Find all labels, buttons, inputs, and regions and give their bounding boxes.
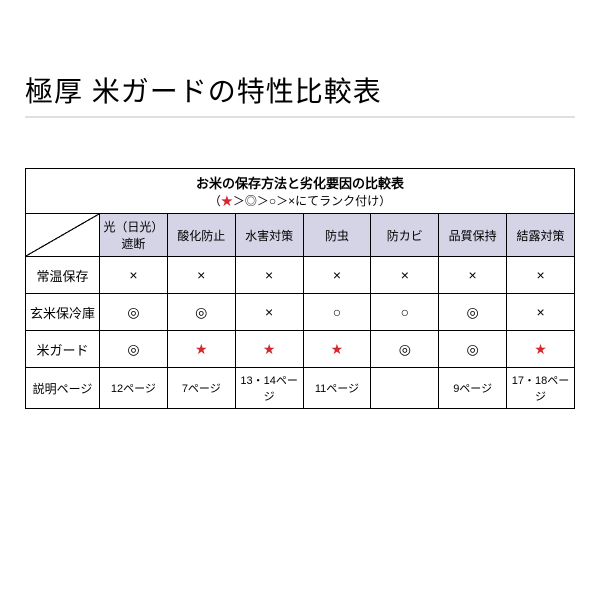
cell: × xyxy=(235,257,303,294)
table-row: 常温保存 × × × × × × × xyxy=(26,257,575,294)
mark-double-circle: ◎ xyxy=(467,304,479,320)
mark-x: × xyxy=(536,267,544,283)
caption-sub-prefix: （ xyxy=(209,194,221,208)
mark-double-circle: ◎ xyxy=(127,304,139,320)
col-header: 酸化防止 xyxy=(167,214,235,257)
col-header: 結露対策 xyxy=(507,214,575,257)
mark-x: × xyxy=(265,304,273,320)
header-row: 光（日光）遮断 酸化防止 水害対策 防虫 防カビ 品質保持 結露対策 xyxy=(26,214,575,257)
cell: ◎ xyxy=(100,294,168,331)
footer-row: 説明ページ 12ページ 7ページ 13・14ページ 11ページ 9ページ 17・… xyxy=(26,368,575,409)
col-header: 防虫 xyxy=(303,214,371,257)
mark-circle: ○ xyxy=(401,304,409,320)
diagonal-corner xyxy=(26,214,100,257)
mark-x: × xyxy=(333,267,341,283)
mark-x: × xyxy=(197,267,205,283)
star-icon: ★ xyxy=(534,341,547,357)
comparison-table: お米の保存方法と劣化要因の比較表 （★＞◎＞○＞×にてランク付け） 光（日光）遮… xyxy=(25,168,575,409)
col-header: 防カビ xyxy=(371,214,439,257)
cell: × xyxy=(507,294,575,331)
cell: ★ xyxy=(507,331,575,368)
table-row: 玄米保冷庫 ◎ ◎ × ○ ○ ◎ × xyxy=(26,294,575,331)
cell: × xyxy=(167,257,235,294)
cell: × xyxy=(439,257,507,294)
footer-cell: 17・18ページ xyxy=(507,368,575,409)
cell: ◎ xyxy=(439,294,507,331)
col-header: 光（日光）遮断 xyxy=(100,214,168,257)
footer-cell: 13・14ページ xyxy=(235,368,303,409)
cell: × xyxy=(507,257,575,294)
mark-x: × xyxy=(536,304,544,320)
row-label: 米ガード xyxy=(26,331,100,368)
cell: ★ xyxy=(235,331,303,368)
caption-row: お米の保存方法と劣化要因の比較表 （★＞◎＞○＞×にてランク付け） xyxy=(26,169,575,214)
row-label: 玄米保冷庫 xyxy=(26,294,100,331)
star-icon: ★ xyxy=(195,341,208,357)
footer-cell: 9ページ xyxy=(439,368,507,409)
mark-x: × xyxy=(265,267,273,283)
page-title: 極厚 米ガードの特性比較表 xyxy=(25,70,575,118)
mark-double-circle: ◎ xyxy=(467,341,479,357)
table-caption: お米の保存方法と劣化要因の比較表 （★＞◎＞○＞×にてランク付け） xyxy=(26,169,575,214)
footer-cell xyxy=(371,368,439,409)
table-row: 米ガード ◎ ★ ★ ★ ◎ ◎ ★ xyxy=(26,331,575,368)
footer-cell: 7ページ xyxy=(167,368,235,409)
cell: × xyxy=(371,257,439,294)
cell: × xyxy=(303,257,371,294)
star-icon: ★ xyxy=(221,194,233,208)
cell: ★ xyxy=(303,331,371,368)
footer-cell: 12ページ xyxy=(100,368,168,409)
cell: ○ xyxy=(303,294,371,331)
col-header: 品質保持 xyxy=(439,214,507,257)
mark-x: × xyxy=(469,267,477,283)
cell: × xyxy=(100,257,168,294)
cell: × xyxy=(235,294,303,331)
caption-sub: （★＞◎＞○＞×にてランク付け） xyxy=(209,194,391,208)
mark-double-circle: ◎ xyxy=(127,341,139,357)
cell: ◎ xyxy=(167,294,235,331)
cell: ◎ xyxy=(371,331,439,368)
cell: ★ xyxy=(167,331,235,368)
star-icon: ★ xyxy=(331,341,344,357)
mark-double-circle: ◎ xyxy=(399,341,411,357)
caption-sub-rest: ＞◎＞○＞×にてランク付け） xyxy=(233,194,391,208)
mark-circle: ○ xyxy=(333,304,341,320)
col-header: 水害対策 xyxy=(235,214,303,257)
mark-double-circle: ◎ xyxy=(195,304,207,320)
row-label: 常温保存 xyxy=(26,257,100,294)
caption-main: お米の保存方法と劣化要因の比較表 xyxy=(196,176,404,191)
footer-label: 説明ページ xyxy=(26,368,100,409)
footer-cell: 11ページ xyxy=(303,368,371,409)
star-icon: ★ xyxy=(263,341,276,357)
cell: ◎ xyxy=(439,331,507,368)
mark-x: × xyxy=(129,267,137,283)
cell: ◎ xyxy=(100,331,168,368)
mark-x: × xyxy=(401,267,409,283)
cell: ○ xyxy=(371,294,439,331)
